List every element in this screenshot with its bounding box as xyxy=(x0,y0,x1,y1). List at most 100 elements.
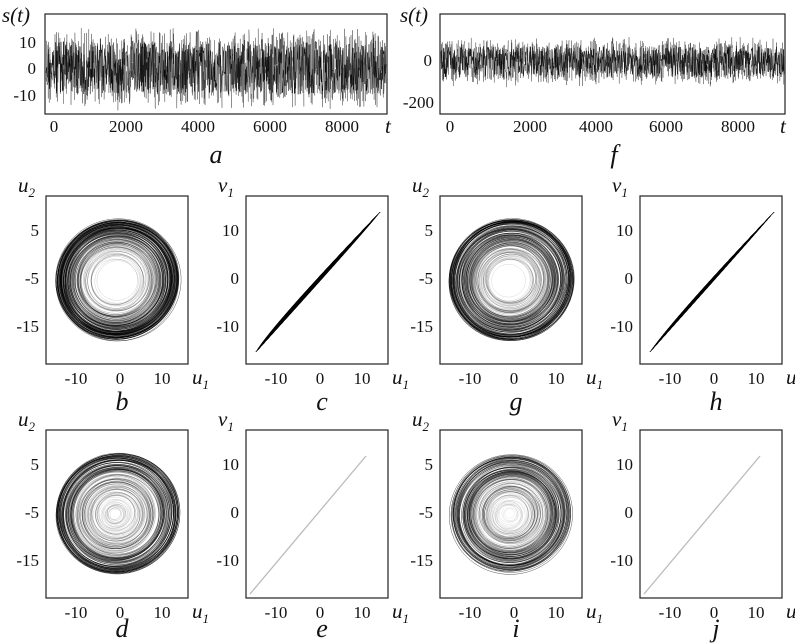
panel-d-orbit xyxy=(91,489,143,539)
panel-h-path xyxy=(649,211,775,353)
panel-g-orbit xyxy=(485,254,537,304)
panel-d-orbit xyxy=(78,479,153,553)
panel-b-xlabel: u1 xyxy=(192,365,209,392)
panel-b-orbit xyxy=(67,230,166,327)
panel-i-orbit xyxy=(464,466,559,559)
panel-c-path xyxy=(255,211,381,353)
panel-i-orbit xyxy=(469,472,555,556)
panel-d-orbit xyxy=(79,479,151,549)
panel-h-path xyxy=(649,211,775,353)
panel-b-orbit xyxy=(77,243,154,317)
panel-h-ytick: -10 xyxy=(610,317,633,336)
panel-d-orbit xyxy=(82,480,153,549)
panel-f-xtick: 2000 xyxy=(513,117,547,136)
panel-i-orbit xyxy=(482,485,539,541)
panel-b-orbit xyxy=(72,236,160,322)
panel-d-trajectory xyxy=(55,452,181,575)
panel-d-orbit xyxy=(89,488,144,542)
panel-i-orbit xyxy=(486,491,536,539)
panel-e-xlabel: u1 xyxy=(392,599,409,626)
panel-d-orbit xyxy=(87,487,143,542)
panel-j-letter: j xyxy=(709,614,719,643)
panel-i-orbit xyxy=(487,492,531,535)
panel-h-path xyxy=(649,211,775,353)
panel-b-orbit xyxy=(85,250,147,310)
panel-b-orbit xyxy=(73,238,160,323)
panel-i-xtick: -10 xyxy=(459,603,482,622)
panel-f-xtick: 0 xyxy=(446,117,455,136)
panel-j-xtick: 0 xyxy=(710,603,719,622)
panel-g-xlabel: u1 xyxy=(586,365,603,392)
panel-g-orbit xyxy=(465,237,554,323)
panel-g-orbit xyxy=(451,224,570,339)
panel-d-orbit xyxy=(101,499,132,528)
panel-d-orbit xyxy=(62,460,172,567)
panel-a-trace-dense xyxy=(45,41,387,95)
panel-c-path xyxy=(255,211,381,353)
panel-g-orbit xyxy=(452,221,572,338)
panel-b-orbit xyxy=(85,253,145,311)
panel-h-letter: h xyxy=(710,387,723,416)
panel-i-orbit xyxy=(495,499,527,531)
panel-c-trajectory xyxy=(255,211,381,353)
panel-e-ytick: 10 xyxy=(222,455,239,474)
panel-d-orbit xyxy=(57,455,177,572)
panel-d-orbit xyxy=(83,483,150,548)
panel-b-orbit xyxy=(77,241,159,321)
panel-i-orbit xyxy=(472,479,548,553)
panel-c: v1 10 0 -10 -10 0 10 u1 c xyxy=(216,173,409,416)
panel-b-orbit xyxy=(80,245,152,314)
panel-i-orbit xyxy=(471,475,553,555)
panel-d-orbit xyxy=(76,474,160,555)
panel-i-frame xyxy=(439,429,583,599)
panel-i-orbit xyxy=(484,487,540,541)
panel-b-orbit xyxy=(73,239,160,323)
panel-h-path xyxy=(649,211,775,353)
panel-c-ytick: 10 xyxy=(222,221,239,240)
panel-b-orbit xyxy=(80,246,153,317)
panel-g-orbit xyxy=(469,238,556,322)
panel-j-ylabel-sub: 1 xyxy=(621,419,628,434)
panel-h-path xyxy=(649,211,775,353)
panel-g-orbit xyxy=(474,245,546,315)
panel-g-orbit xyxy=(459,231,562,331)
panel-g-orbit xyxy=(470,243,550,320)
panel-b-orbit xyxy=(70,235,164,326)
panel-g-orbit xyxy=(483,255,538,308)
panel-d-orbit xyxy=(95,494,136,534)
panel-d-ytick: 5 xyxy=(31,455,40,474)
panel-i-orbit xyxy=(470,473,552,552)
panel-d-orbit xyxy=(66,465,169,565)
panel-b-orbit xyxy=(69,232,165,326)
panel-b-orbit xyxy=(59,225,172,334)
panel-g-orbit xyxy=(471,242,550,319)
panel-i-orbit xyxy=(448,454,573,575)
panel-g-orbit xyxy=(481,252,538,307)
panel-g-orbit xyxy=(461,234,558,328)
panel-c-xtick: -10 xyxy=(265,369,288,388)
panel-g-frame xyxy=(439,195,583,365)
panel-a-ytick: 0 xyxy=(28,59,37,78)
panel-e-diagonal xyxy=(249,455,367,595)
panel-g-orbit xyxy=(469,238,553,321)
panel-i-orbit xyxy=(464,469,558,561)
panel-h-path xyxy=(649,211,775,353)
panel-c-path xyxy=(255,211,381,353)
panel-d-orbit xyxy=(55,452,179,573)
panel-b-orbit xyxy=(76,240,157,318)
panel-i-orbit xyxy=(494,501,523,530)
panel-e-xtick: 0 xyxy=(316,603,325,622)
panel-b-orbit xyxy=(79,246,152,317)
panel-i-orbit xyxy=(479,483,541,544)
panel-d-orbit xyxy=(75,474,155,552)
panel-c-path xyxy=(255,211,381,353)
panel-b-orbit xyxy=(80,243,156,317)
panel-d-orbit xyxy=(98,499,130,529)
panel-i-orbit xyxy=(462,464,562,562)
panel-b-orbit xyxy=(67,232,164,327)
panel-d-orbit xyxy=(84,481,149,545)
panel-d-xtick: 10 xyxy=(154,603,171,622)
panel-i-orbit xyxy=(473,476,549,550)
panel-g-orbit xyxy=(479,249,545,314)
panel-g-orbit xyxy=(456,229,563,333)
